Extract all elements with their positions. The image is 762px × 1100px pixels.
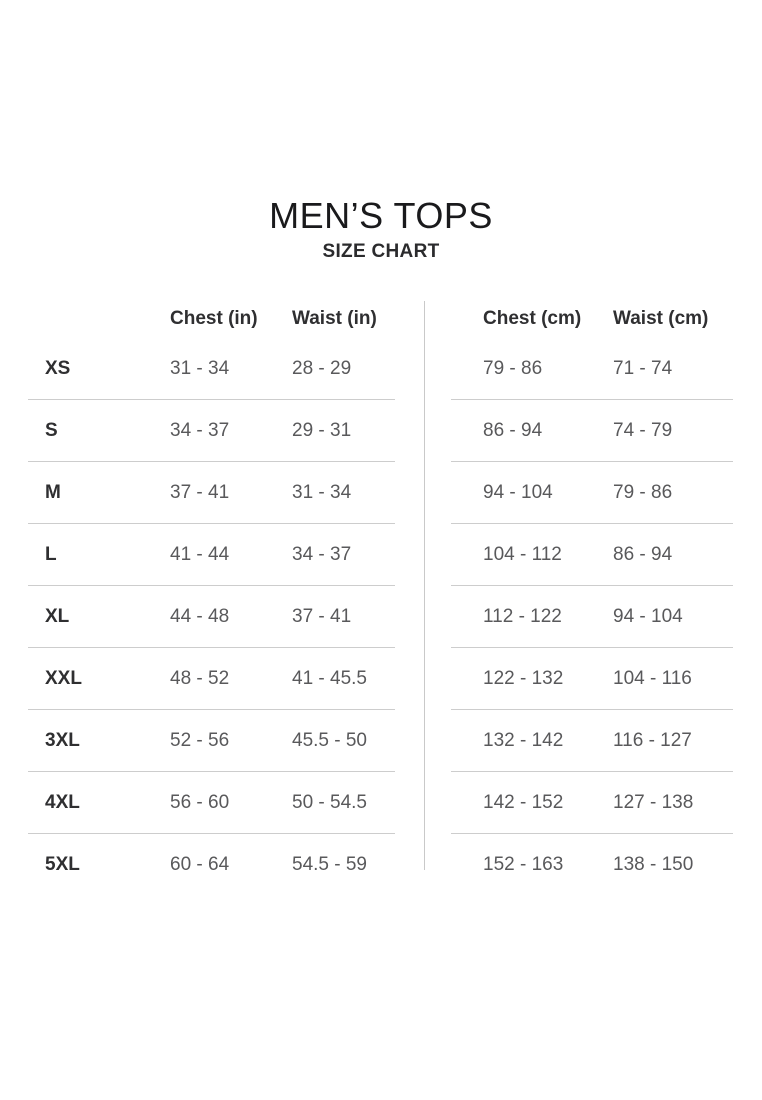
chest-cm-value: 94 - 104 — [483, 481, 553, 503]
size-label: L — [45, 543, 57, 565]
waist-in-value: 45.5 - 50 — [292, 729, 367, 751]
table-row: XXL 48 - 52 41 - 45.5 — [28, 648, 395, 710]
waist-in-value: 54.5 - 59 — [292, 853, 367, 875]
chest-cm-value: 86 - 94 — [483, 419, 543, 441]
chest-in-value: 56 - 60 — [170, 791, 230, 813]
header-waist-cm: Waist (cm) — [613, 308, 709, 329]
chest-cm-value: 132 - 142 — [483, 729, 564, 751]
waist-cm-value: 104 - 116 — [613, 667, 692, 689]
chest-cm-value: 152 - 163 — [483, 853, 564, 875]
table-row: 104 - 112 86 - 94 — [451, 524, 733, 586]
table-row: 122 - 132 104 - 116 — [451, 648, 733, 710]
table-row: 86 - 94 74 - 79 — [451, 400, 733, 462]
waist-cm-value: 116 - 127 — [613, 729, 692, 751]
chest-cm-value: 104 - 112 — [483, 543, 562, 565]
size-label: XXL — [45, 667, 82, 689]
chest-in-value: 37 - 41 — [170, 481, 230, 503]
size-label: XS — [45, 357, 71, 379]
table-row: S 34 - 37 29 - 31 — [28, 400, 395, 462]
size-label: M — [45, 481, 61, 503]
chest-cm-value: 112 - 122 — [483, 605, 562, 627]
waist-in-value: 28 - 29 — [292, 357, 352, 379]
table-row: 142 - 152 127 - 138 — [451, 772, 733, 834]
size-table-inches: Chest (in) Waist (in) XS 31 - 34 28 - 29… — [28, 300, 395, 895]
size-label: 4XL — [45, 791, 80, 813]
chest-in-value: 34 - 37 — [170, 419, 230, 441]
table-row: 132 - 142 116 - 127 — [451, 710, 733, 772]
waist-cm-value: 94 - 104 — [613, 605, 683, 627]
waist-in-value: 31 - 34 — [292, 481, 352, 503]
size-table-cm: Chest (cm) Waist (cm) 79 - 86 71 - 74 86… — [451, 300, 733, 895]
chest-cm-value: 79 - 86 — [483, 357, 543, 379]
size-label: 5XL — [45, 853, 80, 875]
waist-in-value: 34 - 37 — [292, 543, 352, 565]
table-divider — [424, 301, 425, 870]
waist-cm-value: 71 - 74 — [613, 357, 673, 379]
header-waist-in: Waist (in) — [292, 308, 377, 329]
chest-in-value: 52 - 56 — [170, 729, 230, 751]
waist-in-value: 37 - 41 — [292, 605, 352, 627]
chest-cm-value: 142 - 152 — [483, 791, 564, 813]
size-label: XL — [45, 605, 70, 627]
waist-cm-value: 138 - 150 — [613, 853, 694, 875]
table-row: M 37 - 41 31 - 34 — [28, 462, 395, 524]
table-row: 4XL 56 - 60 50 - 54.5 — [28, 772, 395, 834]
size-label: S — [45, 419, 58, 441]
table-row: 79 - 86 71 - 74 — [451, 338, 733, 400]
table-row: XS 31 - 34 28 - 29 — [28, 338, 395, 400]
waist-cm-value: 127 - 138 — [613, 791, 694, 813]
table-row: 94 - 104 79 - 86 — [451, 462, 733, 524]
table-row: 5XL 60 - 64 54.5 - 59 — [28, 834, 395, 895]
table-row: L 41 - 44 34 - 37 — [28, 524, 395, 586]
chest-in-value: 41 - 44 — [170, 543, 230, 565]
waist-in-value: 50 - 54.5 — [292, 791, 367, 813]
header-chest-in: Chest (in) — [170, 308, 258, 329]
table-row: 152 - 163 138 - 150 — [451, 834, 733, 895]
waist-cm-value: 79 - 86 — [613, 481, 673, 503]
chest-in-value: 60 - 64 — [170, 853, 230, 875]
table-header-row: Chest (in) Waist (in) — [28, 300, 395, 338]
page-title: MEN’S TOPS — [269, 195, 493, 236]
page-subtitle: SIZE CHART — [322, 241, 440, 262]
header-chest-cm: Chest (cm) — [483, 308, 582, 329]
chest-cm-value: 122 - 132 — [483, 667, 564, 689]
waist-cm-value: 86 - 94 — [613, 543, 673, 565]
size-label: 3XL — [45, 729, 80, 751]
table-row: 3XL 52 - 56 45.5 - 50 — [28, 710, 395, 772]
waist-cm-value: 74 - 79 — [613, 419, 673, 441]
table-row: XL 44 - 48 37 - 41 — [28, 586, 395, 648]
chest-in-value: 44 - 48 — [170, 605, 230, 627]
table-row: 112 - 122 94 - 104 — [451, 586, 733, 648]
waist-in-value: 41 - 45.5 — [292, 667, 367, 689]
table-header-row: Chest (cm) Waist (cm) — [451, 300, 733, 338]
waist-in-value: 29 - 31 — [292, 419, 352, 441]
chest-in-value: 48 - 52 — [170, 667, 230, 689]
chest-in-value: 31 - 34 — [170, 357, 230, 379]
